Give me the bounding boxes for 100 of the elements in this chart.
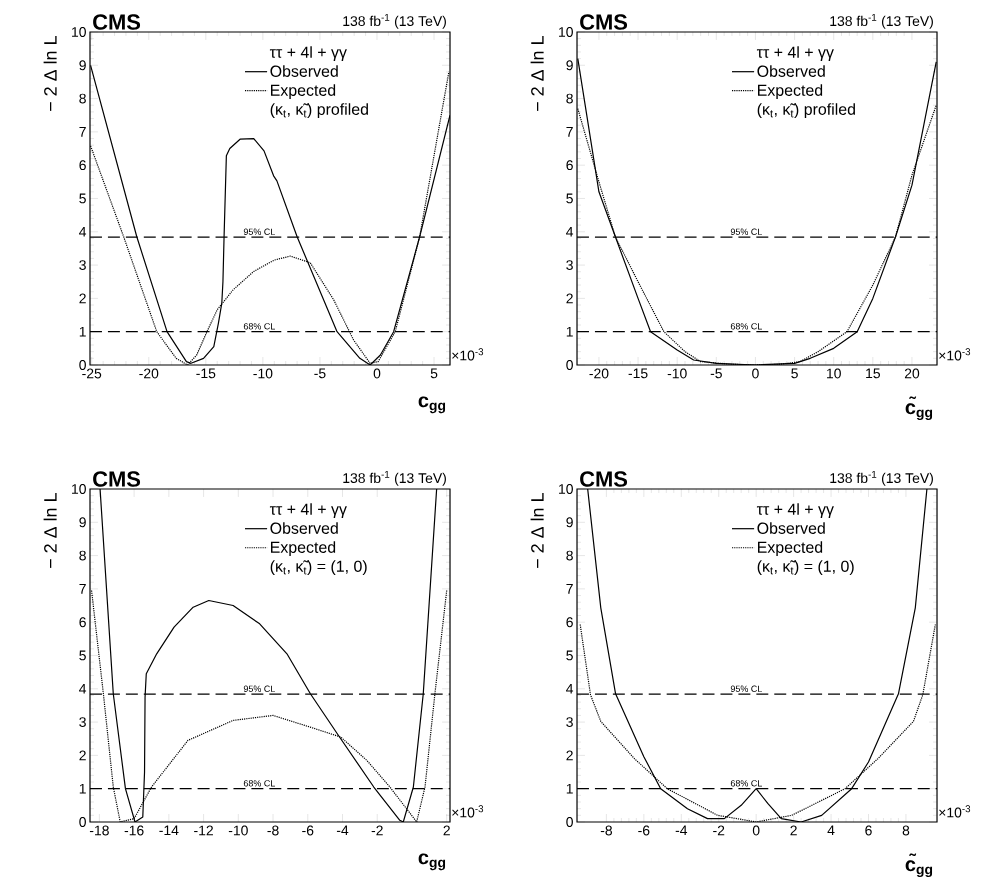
x-tick-label: 8 bbox=[902, 825, 910, 836]
legend-label: Expected bbox=[758, 541, 823, 557]
ref-line-label: 95% CL bbox=[730, 228, 762, 235]
legend-title: ττ + 4l + γγ bbox=[269, 46, 347, 61]
y-tick-label: 1 bbox=[566, 326, 573, 337]
y-tick-label: 3 bbox=[79, 717, 86, 728]
x-tick-label: -15 bbox=[196, 368, 216, 379]
chart-title: CMS bbox=[580, 14, 628, 30]
x-tick-label: 6 bbox=[865, 825, 872, 836]
x-tick-label: -5 bbox=[710, 368, 722, 379]
x-tick-label: -6 bbox=[302, 825, 314, 836]
y-axis-title: − 2 Δ ln L bbox=[43, 36, 57, 111]
chart-title: CMS bbox=[93, 14, 141, 30]
y-tick-label: 7 bbox=[566, 584, 573, 594]
y-tick-label: 6 bbox=[79, 617, 86, 628]
x-tick-label: 20 bbox=[904, 368, 920, 379]
legend-label: Observed bbox=[757, 522, 825, 534]
y-tick-label: 5 bbox=[79, 193, 86, 204]
y-tick-label: 8 bbox=[566, 550, 573, 561]
y-tick-label: 8 bbox=[566, 93, 573, 104]
x-tick-label: -10 bbox=[228, 825, 248, 836]
legend-label: Observed bbox=[270, 65, 338, 77]
ref-line-label: 95% CL bbox=[243, 685, 275, 692]
x-tick-label: 0 bbox=[752, 825, 760, 836]
text: ×10$^{-3}$ bbox=[452, 805, 484, 818]
x-tick-label: 4 bbox=[827, 825, 835, 836]
y-tick-label: 6 bbox=[566, 617, 573, 628]
legend-title: ττ + 4l + γγ bbox=[269, 503, 347, 518]
x-tick-label: -4 bbox=[675, 825, 688, 836]
x-tick-label: -4 bbox=[336, 825, 349, 836]
y-tick-label: 3 bbox=[79, 260, 86, 271]
y-tick-label: 10 bbox=[72, 27, 86, 37]
y-tick-label: 2 bbox=[79, 293, 86, 304]
x-tick-label: -10 bbox=[667, 368, 687, 379]
x-tick-label: 0 bbox=[752, 368, 759, 379]
x-tick-label: -2 bbox=[713, 825, 725, 836]
legend-title: ττ + 4l + γγ bbox=[756, 503, 834, 518]
x-tick-label: 10 bbox=[827, 368, 841, 379]
text: ×10$^{-3}$ bbox=[939, 348, 971, 361]
x-tick-label: 5 bbox=[430, 368, 438, 379]
text: ×10$^{-3}$ bbox=[452, 348, 484, 361]
y-tick-label: 8 bbox=[79, 550, 86, 561]
x-tick-label: -14 bbox=[159, 825, 179, 836]
x-tick-label: -18 bbox=[89, 825, 109, 836]
x-tick-label: -6 bbox=[638, 825, 650, 836]
y-tick-label: 8 bbox=[79, 93, 86, 104]
x-tick-label: -15 bbox=[628, 368, 648, 379]
y-tick-label: 0 bbox=[566, 817, 573, 827]
x-tick-label: -8 bbox=[600, 825, 612, 836]
y-tick-label: 6 bbox=[79, 160, 86, 171]
y-axis-title: − 2 Δ ln L bbox=[530, 493, 544, 568]
x-tick-label: -16 bbox=[124, 825, 144, 836]
y-tick-label: 5 bbox=[566, 193, 573, 204]
x-axis-title: c$_{gg}$ bbox=[418, 853, 446, 871]
y-tick-label: 4 bbox=[566, 226, 574, 237]
x-tick-label: -20 bbox=[139, 368, 159, 379]
x-tick-label: 5 bbox=[791, 368, 798, 379]
x-tick-label: -8 bbox=[267, 825, 279, 836]
y-tick-label: 3 bbox=[566, 260, 573, 271]
text: ×10$^{-3}$ bbox=[939, 805, 971, 818]
y-tick-label: 0 bbox=[79, 817, 86, 827]
y-tick-label: 9 bbox=[566, 60, 573, 71]
annotation: (κ$_{t}$, κ̃$_{t}$) = (1, 0) bbox=[757, 560, 854, 576]
chart-subtitle: 138 fb$^{-1}$ (13 TeV) bbox=[343, 13, 446, 29]
legend-title: ττ + 4l + γγ bbox=[756, 46, 834, 61]
x-tick-label: 2 bbox=[443, 825, 450, 836]
y-tick-label: 1 bbox=[79, 326, 86, 337]
y-tick-label: 9 bbox=[79, 517, 86, 528]
ref-line-label: 68% CL bbox=[243, 780, 275, 787]
ref-line-label: 95% CL bbox=[243, 228, 275, 235]
chart-subtitle: 138 fb$^{-1}$ (13 TeV) bbox=[343, 470, 446, 486]
x-tick-label: -10 bbox=[253, 368, 273, 379]
ref-line-label: 95% CL bbox=[730, 685, 762, 692]
y-tick-label: 9 bbox=[79, 60, 86, 71]
x-axis-title: c̃$_{gg}$ bbox=[905, 853, 933, 878]
y-tick-label: 10 bbox=[72, 484, 86, 494]
y-tick-label: 6 bbox=[566, 160, 573, 171]
y-axis-title: − 2 Δ ln L bbox=[43, 493, 57, 568]
x-tick-label: -12 bbox=[194, 825, 213, 836]
x-axis-title: c̃$_{gg}$ bbox=[905, 396, 933, 421]
legend-label: Expected bbox=[758, 84, 823, 100]
y-tick-label: 3 bbox=[566, 717, 573, 728]
y-axis-title: − 2 Δ ln L bbox=[530, 36, 544, 111]
x-tick-label: 15 bbox=[866, 368, 881, 379]
legend-label: Observed bbox=[757, 65, 825, 77]
chart-subtitle: 138 fb$^{-1}$ (13 TeV) bbox=[830, 13, 933, 29]
ref-line-label: 68% CL bbox=[243, 323, 275, 330]
legend-label: Expected bbox=[271, 84, 336, 100]
legend-label: Observed bbox=[270, 522, 338, 534]
x-tick-label: 2 bbox=[790, 825, 797, 836]
y-tick-label: 1 bbox=[79, 783, 86, 794]
annotation: (κ$_{t}$, κ̃$_{t}$) = (1, 0) bbox=[270, 560, 367, 576]
y-tick-label: 7 bbox=[79, 584, 86, 594]
y-tick-label: 7 bbox=[79, 127, 86, 137]
x-axis-title: c$_{gg}$ bbox=[418, 396, 446, 414]
y-tick-label: 5 bbox=[79, 650, 86, 661]
y-tick-label: 4 bbox=[566, 683, 574, 694]
ref-line-label: 68% CL bbox=[730, 323, 762, 330]
ref-line-label: 68% CL bbox=[730, 780, 762, 787]
y-tick-label: 2 bbox=[566, 750, 573, 761]
